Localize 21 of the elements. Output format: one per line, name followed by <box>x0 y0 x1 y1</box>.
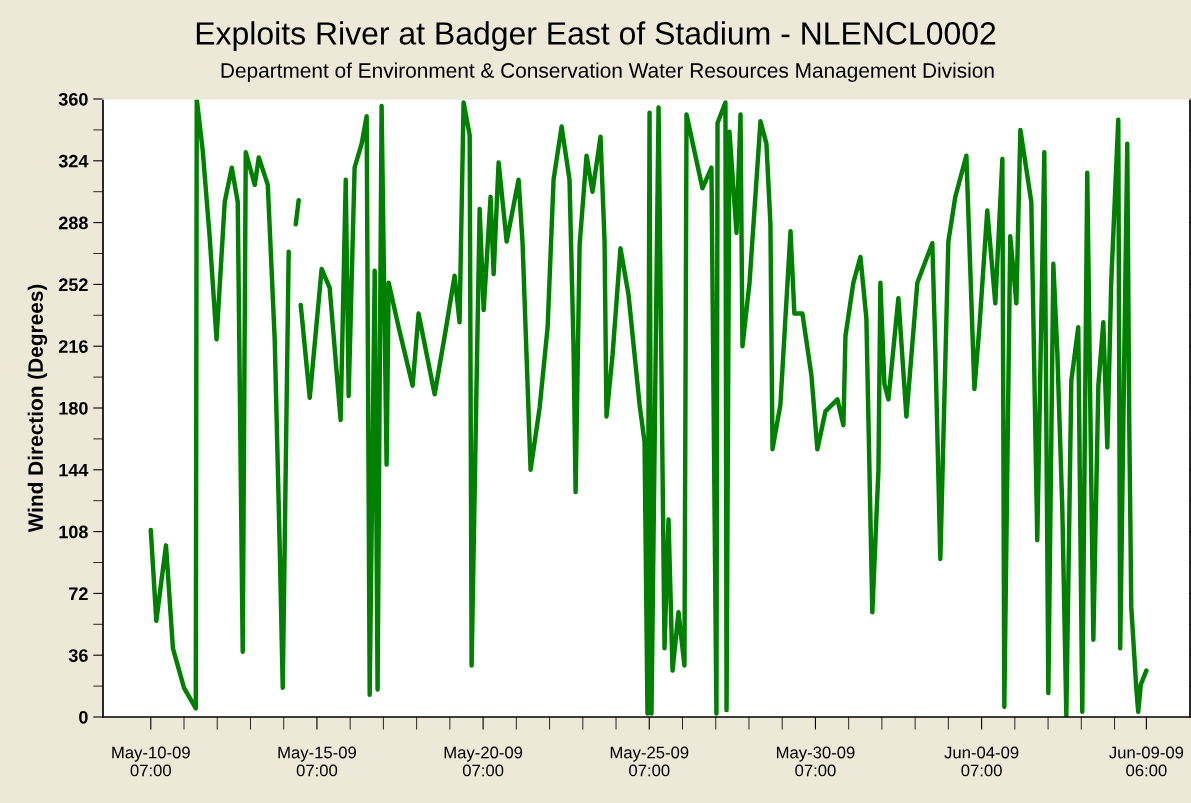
y-tick-label: 36 <box>68 649 88 662</box>
y-tick-label: 0 <box>79 710 88 724</box>
x-tick-label: Jun-09-09 06:00 <box>1109 746 1184 777</box>
x-tick-label: May-10-09 07:00 <box>112 746 190 777</box>
chart-title: Exploits River at Badger East of Stadium - NLENCL0002 <box>196 21 996 52</box>
x-tick-label: Jun-04-09 07:00 <box>944 746 1019 777</box>
y-tick-label: 108 <box>59 525 88 539</box>
y-tick-label: 144 <box>59 463 89 477</box>
y-axis-title: Wind Direction (Degrees) <box>27 284 48 533</box>
y-tick-label: 252 <box>58 278 88 292</box>
chart-subtitle: Department of Environment & Conservation Water Resources Management Division <box>221 62 994 82</box>
y-tick-label: 216 <box>58 340 88 353</box>
x-tick-label: May-15-09 07:00 <box>278 746 356 777</box>
x-tick-label: May-20-09 07:00 <box>444 746 523 777</box>
y-tick-label: 180 <box>59 401 88 415</box>
y-tick-label: 72 <box>69 587 88 600</box>
y-tick-label: 324 <box>58 154 89 168</box>
x-tick-label: May-30-09 07:00 <box>776 746 855 777</box>
x-tick-label: May-25-09 07:00 <box>610 746 689 777</box>
y-tick-label: 288 <box>58 216 88 230</box>
y-tick-label: 360 <box>58 92 88 106</box>
